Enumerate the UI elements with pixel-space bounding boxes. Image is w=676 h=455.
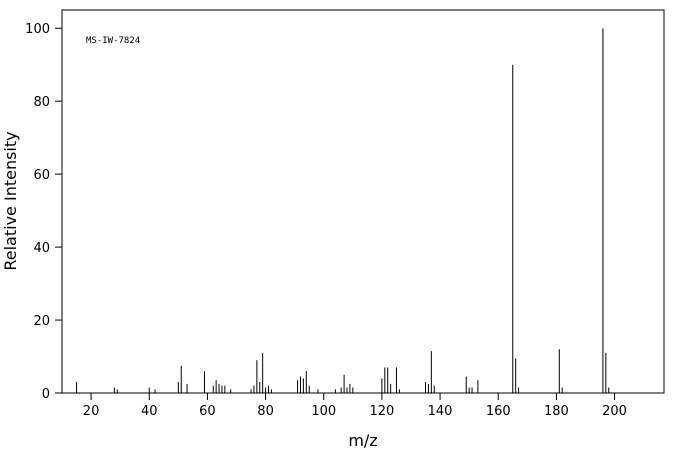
x-tick-label: 160 (486, 404, 511, 419)
x-tick-label: 20 (83, 404, 100, 419)
y-tick-label: 60 (33, 168, 50, 183)
y-tick-label: 80 (33, 95, 50, 110)
y-axis-label: Relative Intensity (1, 131, 20, 270)
x-tick-label: 200 (602, 404, 627, 419)
x-tick-label: 100 (311, 404, 336, 419)
plot-frame (61, 9, 665, 394)
x-tick-label: 40 (141, 404, 158, 419)
x-tick-label: 120 (369, 404, 394, 419)
x-tick-label: 60 (199, 404, 216, 419)
x-axis-label: m/z (348, 431, 377, 450)
annotation: MS-IW-7824 (86, 36, 140, 46)
y-tick-label: 20 (33, 314, 50, 329)
y-tick-label: 0 (42, 387, 50, 402)
y-tick-label: 100 (25, 22, 50, 37)
x-tick-label: 140 (428, 404, 453, 419)
y-tick-label: 40 (33, 241, 50, 256)
x-tick-label: 180 (544, 404, 569, 419)
x-tick-label: 80 (257, 404, 274, 419)
